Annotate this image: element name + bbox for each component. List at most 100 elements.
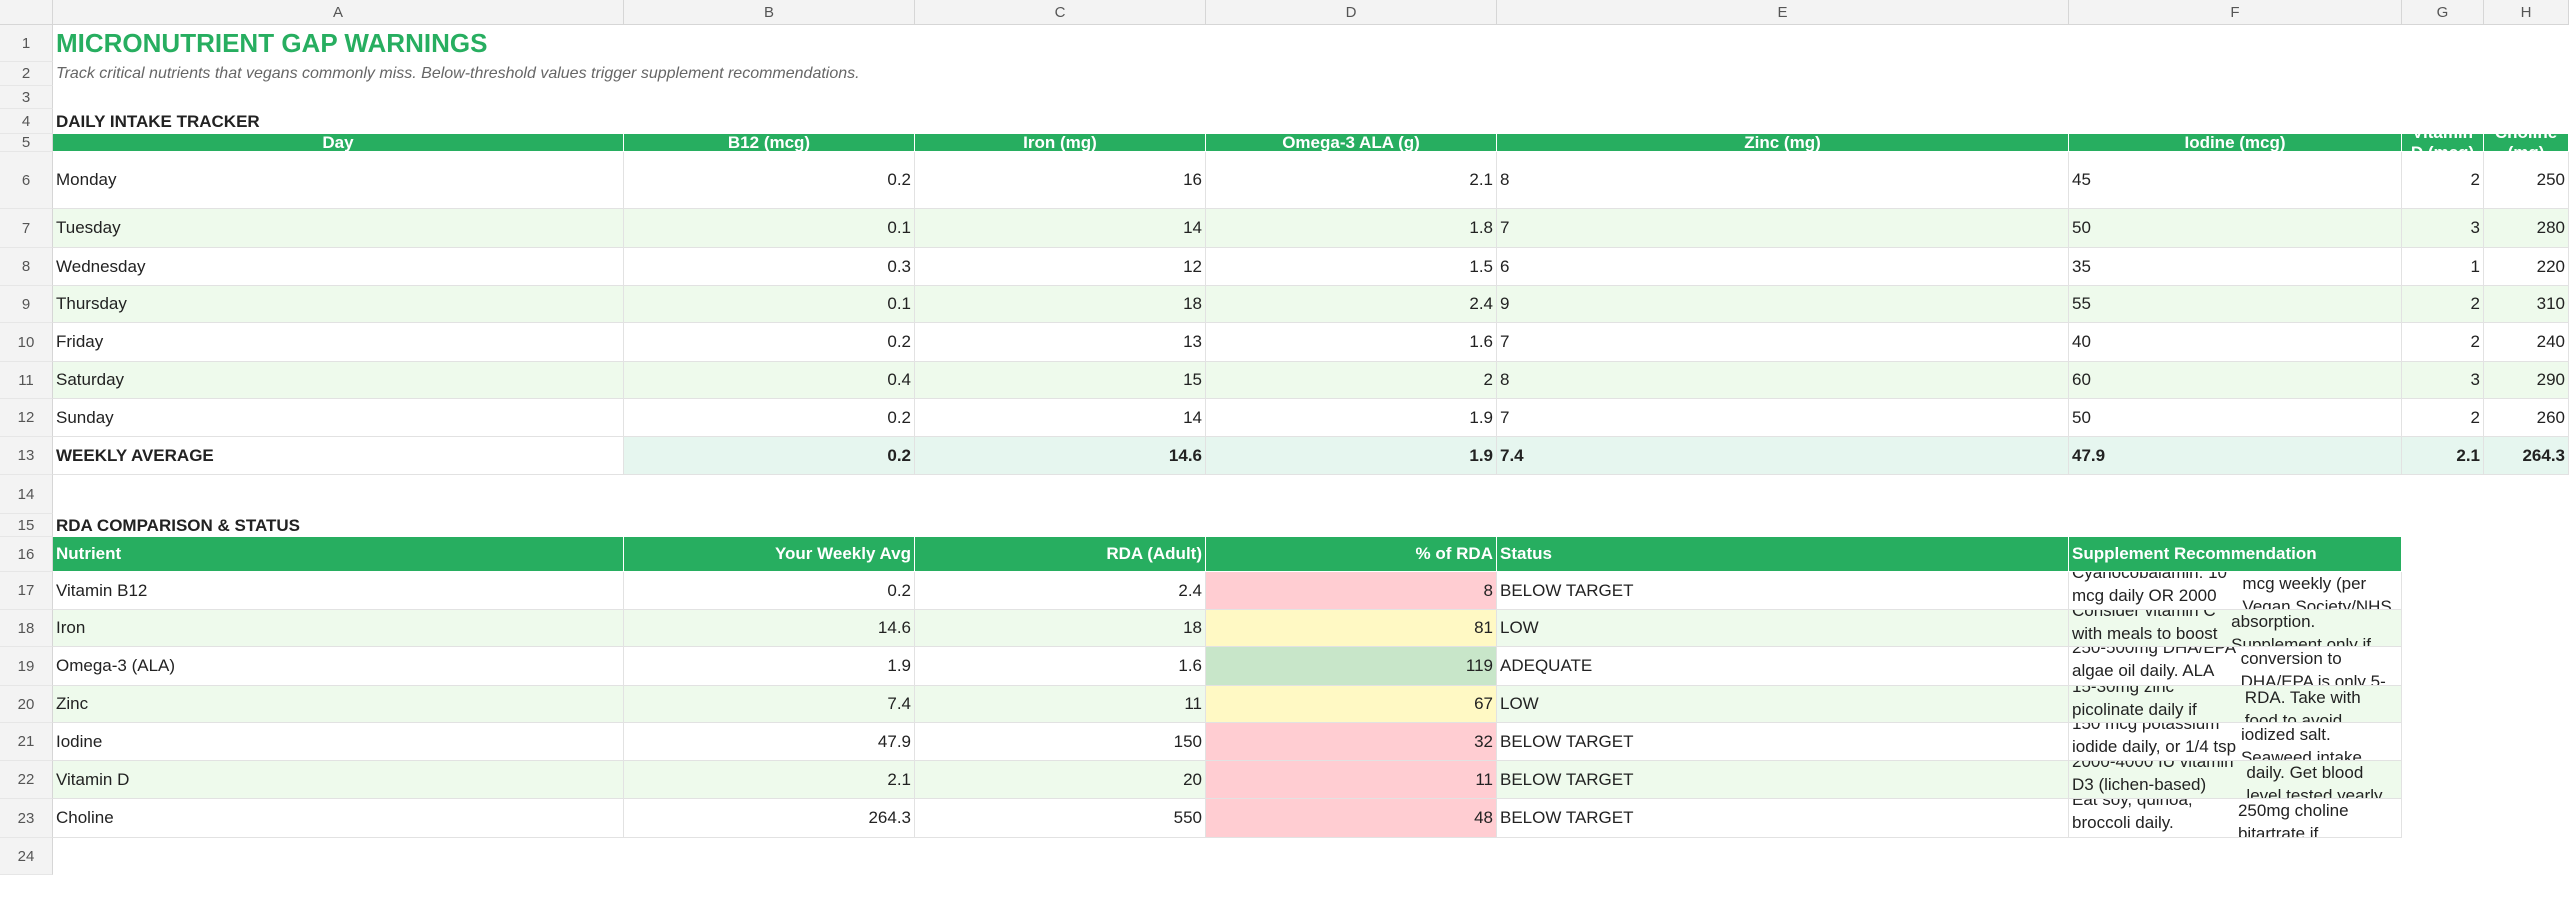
rda-percent[interactable]: 48	[1206, 799, 1497, 838]
row-header-17[interactable]: 17	[0, 572, 53, 610]
supplement-recommendation[interactable]: Cyanocobalamin: 10 mcg daily OR 2000 mcg …	[2069, 572, 2402, 610]
tracker-cell[interactable]: 2	[2402, 399, 2484, 437]
rda-adult[interactable]: 150	[915, 723, 1206, 761]
rda-status[interactable]: LOW	[1497, 610, 2069, 647]
rda-weekly-avg[interactable]: 2.1	[624, 761, 915, 799]
weekly-average-cell[interactable]: 14.6	[915, 437, 1206, 475]
tracker-cell[interactable]: 9	[1497, 286, 2069, 323]
rda-status[interactable]: BELOW TARGET	[1497, 761, 2069, 799]
weekly-average-cell[interactable]: 1.9	[1206, 437, 1497, 475]
tracker-cell[interactable]: 250	[2484, 152, 2569, 209]
tracker-cell[interactable]: 240	[2484, 323, 2569, 362]
rda-status[interactable]: BELOW TARGET	[1497, 723, 2069, 761]
row-header-7[interactable]: 7	[0, 209, 53, 248]
tracker-cell[interactable]: 2	[1206, 362, 1497, 399]
weekly-average-cell[interactable]: 47.9	[2069, 437, 2402, 475]
row-header-13[interactable]: 13	[0, 437, 53, 475]
tracker-cell[interactable]: 14	[915, 399, 1206, 437]
tracker-cell[interactable]: 220	[2484, 248, 2569, 286]
tracker-cell[interactable]: 1	[2402, 248, 2484, 286]
tracker-header-3[interactable]: Omega-3 ALA (g)	[1206, 134, 1497, 152]
tracker-cell[interactable]: Wednesday	[53, 248, 624, 286]
tracker-header-1[interactable]: B12 (mcg)	[624, 134, 915, 152]
tracker-cell[interactable]: 8	[1497, 152, 2069, 209]
tracker-cell[interactable]: 2	[2402, 323, 2484, 362]
row-header-21[interactable]: 21	[0, 723, 53, 761]
tracker-header-6[interactable]: Vitamin D (mcg)	[2402, 134, 2484, 152]
supplement-recommendation[interactable]: 250-500mg DHA/EPA algae oil daily. ALA co…	[2069, 647, 2402, 686]
weekly-average-cell[interactable]: 0.2	[624, 437, 915, 475]
row-header-24[interactable]: 24	[0, 838, 53, 875]
rda-nutrient[interactable]: Iron	[53, 610, 624, 647]
row-header-18[interactable]: 18	[0, 610, 53, 647]
column-header-d[interactable]: D	[1206, 0, 1497, 25]
rda-nutrient[interactable]: Omega-3 (ALA)	[53, 647, 624, 686]
tracker-cell[interactable]: 7	[1497, 399, 2069, 437]
row-header-15[interactable]: 15	[0, 514, 53, 537]
rda-header-4[interactable]: Status	[1497, 537, 2069, 572]
weekly-average-cell[interactable]: 2.1	[2402, 437, 2484, 475]
tracker-cell[interactable]: 1.5	[1206, 248, 1497, 286]
rda-header-1[interactable]: Your Weekly Avg	[624, 537, 915, 572]
tracker-cell[interactable]: 6	[1497, 248, 2069, 286]
supplement-recommendation[interactable]: 150 mcg potassium iodide daily, or 1/4 t…	[2069, 723, 2402, 761]
tracker-cell[interactable]: 2	[2402, 286, 2484, 323]
tracker-cell[interactable]: 280	[2484, 209, 2569, 248]
tracker-cell[interactable]: 1.6	[1206, 323, 1497, 362]
tracker-cell[interactable]: 0.1	[624, 209, 915, 248]
row-header-5[interactable]: 5	[0, 134, 53, 152]
row-header-14[interactable]: 14	[0, 475, 53, 514]
supplement-recommendation[interactable]: 15-30mg zinc picolinate daily if below 6…	[2069, 686, 2402, 723]
rda-adult[interactable]: 1.6	[915, 647, 1206, 686]
rda-percent[interactable]: 32	[1206, 723, 1497, 761]
tracker-cell[interactable]: 50	[2069, 209, 2402, 248]
tracker-cell[interactable]: 2.4	[1206, 286, 1497, 323]
rda-weekly-avg[interactable]: 264.3	[624, 799, 915, 838]
rda-nutrient[interactable]: Choline	[53, 799, 624, 838]
tracker-cell[interactable]: 13	[915, 323, 1206, 362]
row-header-19[interactable]: 19	[0, 647, 53, 686]
rda-percent[interactable]: 11	[1206, 761, 1497, 799]
rda-weekly-avg[interactable]: 7.4	[624, 686, 915, 723]
rda-header-2[interactable]: RDA (Adult)	[915, 537, 1206, 572]
row-header-22[interactable]: 22	[0, 761, 53, 799]
weekly-average-cell[interactable]: WEEKLY AVERAGE	[53, 437, 624, 475]
row-header-20[interactable]: 20	[0, 686, 53, 723]
rda-percent[interactable]: 119	[1206, 647, 1497, 686]
rda-percent[interactable]: 67	[1206, 686, 1497, 723]
rda-header-0[interactable]: Nutrient	[53, 537, 624, 572]
tracker-cell[interactable]: 40	[2069, 323, 2402, 362]
rda-nutrient[interactable]: Vitamin D	[53, 761, 624, 799]
rda-adult[interactable]: 2.4	[915, 572, 1206, 610]
tracker-cell[interactable]: 35	[2069, 248, 2402, 286]
tracker-cell[interactable]: 290	[2484, 362, 2569, 399]
tracker-cell[interactable]: 7	[1497, 323, 2069, 362]
column-header-e[interactable]: E	[1497, 0, 2069, 25]
rda-status[interactable]: ADEQUATE	[1497, 647, 2069, 686]
tracker-cell[interactable]: 14	[915, 209, 1206, 248]
row-header-23[interactable]: 23	[0, 799, 53, 838]
tracker-cell[interactable]: 0.4	[624, 362, 915, 399]
tracker-cell[interactable]: 0.3	[624, 248, 915, 286]
rda-header-5[interactable]: Supplement Recommendation	[2069, 537, 2402, 572]
row-header-3[interactable]: 3	[0, 86, 53, 109]
tracker-cell[interactable]: Tuesday	[53, 209, 624, 248]
tracker-cell[interactable]: 55	[2069, 286, 2402, 323]
tracker-cell[interactable]: 3	[2402, 362, 2484, 399]
tracker-cell[interactable]: 50	[2069, 399, 2402, 437]
rda-percent[interactable]: 8	[1206, 572, 1497, 610]
tracker-cell[interactable]: Monday	[53, 152, 624, 209]
tracker-cell[interactable]: 1.8	[1206, 209, 1497, 248]
tracker-cell[interactable]: 3	[2402, 209, 2484, 248]
row-header-10[interactable]: 10	[0, 323, 53, 362]
rda-weekly-avg[interactable]: 47.9	[624, 723, 915, 761]
tracker-cell[interactable]: 7	[1497, 209, 2069, 248]
rda-status[interactable]: BELOW TARGET	[1497, 799, 2069, 838]
rda-adult[interactable]: 20	[915, 761, 1206, 799]
row-header-16[interactable]: 16	[0, 537, 53, 572]
rda-header-3[interactable]: % of RDA	[1206, 537, 1497, 572]
tracker-cell[interactable]: 8	[1497, 362, 2069, 399]
rda-adult[interactable]: 18	[915, 610, 1206, 647]
row-header-6[interactable]: 6	[0, 152, 53, 209]
